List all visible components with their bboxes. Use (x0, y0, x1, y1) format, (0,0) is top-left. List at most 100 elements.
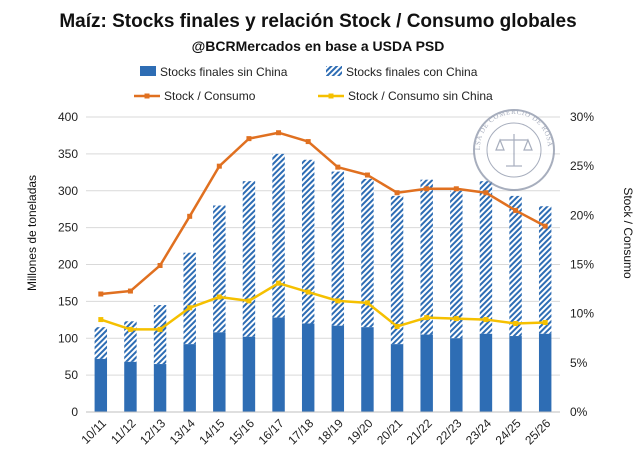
bar-stocks-sin-china (361, 327, 374, 412)
point-stock-consumo-sin-china (216, 294, 222, 300)
bar-stocks-con-china (94, 327, 108, 359)
bar-stocks-sin-china (479, 333, 493, 412)
point-stock-consumo (216, 163, 222, 169)
bar-stocks-con-china (124, 321, 137, 362)
point-stock-consumo-sin-china (394, 323, 400, 329)
bar-stocks-con-china (213, 205, 226, 333)
point-stock-consumo-sin-china (542, 320, 548, 326)
bar-stocks-con-china (361, 178, 374, 328)
bar-stocks-sin-china (272, 317, 285, 412)
bar-stocks-con-china (272, 153, 285, 318)
x-tick-label: 23/24 (463, 416, 494, 447)
bar-stocks-sin-china (538, 333, 552, 412)
y-tick-label: 350 (58, 147, 78, 161)
point-stock-consumo-sin-china (276, 280, 282, 286)
point-stock-consumo-sin-china (305, 289, 311, 295)
point-stock-consumo (187, 213, 193, 219)
y2-tick-label: 0% (570, 405, 588, 419)
point-stock-consumo-sin-china (335, 298, 341, 304)
y2-tick-label: 5% (570, 356, 588, 370)
legend-swatch-bar-solid (140, 66, 156, 76)
point-stock-consumo (364, 172, 370, 178)
bar-stocks-sin-china (242, 336, 256, 412)
bar-stocks-con-china (420, 179, 433, 335)
x-tick-label: 16/17 (256, 416, 287, 447)
y-tick-label: 400 (58, 110, 78, 124)
legend-marker-yellow (328, 93, 334, 99)
bar-stocks-sin-china (213, 332, 226, 412)
y-tick-label: 300 (58, 184, 78, 198)
bar-stocks-sin-china (420, 334, 433, 412)
x-tick-label: 20/21 (374, 416, 405, 447)
left-axis: 0 50 100 150 200 250 300 350 400 (58, 110, 78, 419)
point-stock-consumo-sin-china (98, 317, 104, 323)
point-stock-consumo-sin-china (424, 315, 430, 321)
point-stock-consumo (513, 207, 519, 213)
point-stock-consumo-sin-china (157, 326, 163, 332)
legend-label-stocks-sin-china: Stocks finales sin China (160, 65, 288, 79)
bar-stocks-sin-china (183, 344, 196, 412)
bar-stocks-sin-china (509, 336, 522, 412)
x-axis: 10/11 11/1212/1313/1414/1515/1616/1717/18… (78, 411, 560, 447)
point-stock-consumo (483, 190, 489, 196)
bar-stocks-con-china (153, 305, 167, 365)
point-stock-consumo (542, 223, 548, 229)
point-stock-consumo (98, 291, 104, 297)
legend-label-stock-consumo-sin-china: Stock / Consumo sin China (348, 89, 493, 103)
point-stock-consumo-sin-china (187, 305, 193, 311)
x-tick-label: 22/23 (433, 416, 464, 447)
chart-title: Maíz: Stocks finales y relación Stock / … (59, 11, 576, 32)
point-stock-consumo (335, 164, 341, 170)
line-stock-consumo-sin-china (100, 281, 546, 331)
bar-stocks-con-china (331, 171, 345, 326)
y-tick-label: 0 (71, 405, 78, 419)
line-stock-consumo (100, 131, 546, 296)
bar-stocks-con-china (479, 181, 493, 334)
point-stock-consumo (246, 136, 252, 142)
y-tick-label: 200 (58, 258, 78, 272)
y-tick-label: 150 (58, 294, 78, 308)
x-tick-label: 10/11 (78, 416, 109, 447)
bar-stocks-con-china (390, 195, 404, 345)
bar-stocks-sin-china (153, 364, 167, 412)
x-tick-label: 15/16 (226, 416, 257, 447)
x-tick-label: 13/14 (167, 416, 198, 447)
bar-stocks-sin-china (94, 358, 108, 412)
y2-tick-label: 15% (570, 258, 594, 272)
x-tick-label: 21/22 (404, 416, 435, 447)
bar-stocks-sin-china (450, 338, 463, 412)
x-tick-label: 25/26 (522, 416, 553, 447)
x-tick-label: 17/18 (285, 416, 316, 447)
bar-stocks-con-china (242, 181, 256, 337)
legend-marker-orange (144, 93, 150, 99)
x-tick-label: 11/12 (108, 416, 139, 447)
lines (98, 130, 548, 332)
point-stock-consumo-sin-china (127, 326, 133, 332)
point-stock-consumo (453, 186, 459, 192)
x-tick-label: 14/15 (196, 416, 227, 447)
legend: Stocks finales sin China Stocks finales … (134, 65, 493, 103)
y2-tick-label: 10% (570, 307, 594, 321)
point-stock-consumo-sin-china (453, 316, 459, 322)
legend-label-stock-consumo: Stock / Consumo (164, 89, 256, 103)
y-tick-label: 250 (58, 221, 78, 235)
point-stock-consumo-sin-china (246, 298, 252, 304)
bar-stocks-con-china (301, 159, 315, 324)
y2-tick-label: 20% (570, 208, 594, 222)
x-tick-label: 24/25 (493, 416, 524, 447)
x-tick-label: 18/19 (315, 416, 346, 447)
legend-swatch-bar-hatched (326, 66, 342, 76)
point-stock-consumo (127, 288, 133, 294)
bar-stocks-con-china (538, 206, 552, 334)
x-tick-label: 19/20 (344, 416, 375, 447)
point-stock-consumo (305, 139, 311, 145)
y-tick-label: 50 (65, 368, 79, 382)
point-stock-consumo (157, 262, 163, 268)
point-stock-consumo (424, 186, 430, 192)
bar-stocks-sin-china (390, 344, 404, 412)
point-stock-consumo (394, 190, 400, 196)
bar-stocks-con-china (183, 252, 196, 345)
seal-emblem-icon (495, 134, 533, 167)
point-stock-consumo-sin-china (483, 317, 489, 323)
